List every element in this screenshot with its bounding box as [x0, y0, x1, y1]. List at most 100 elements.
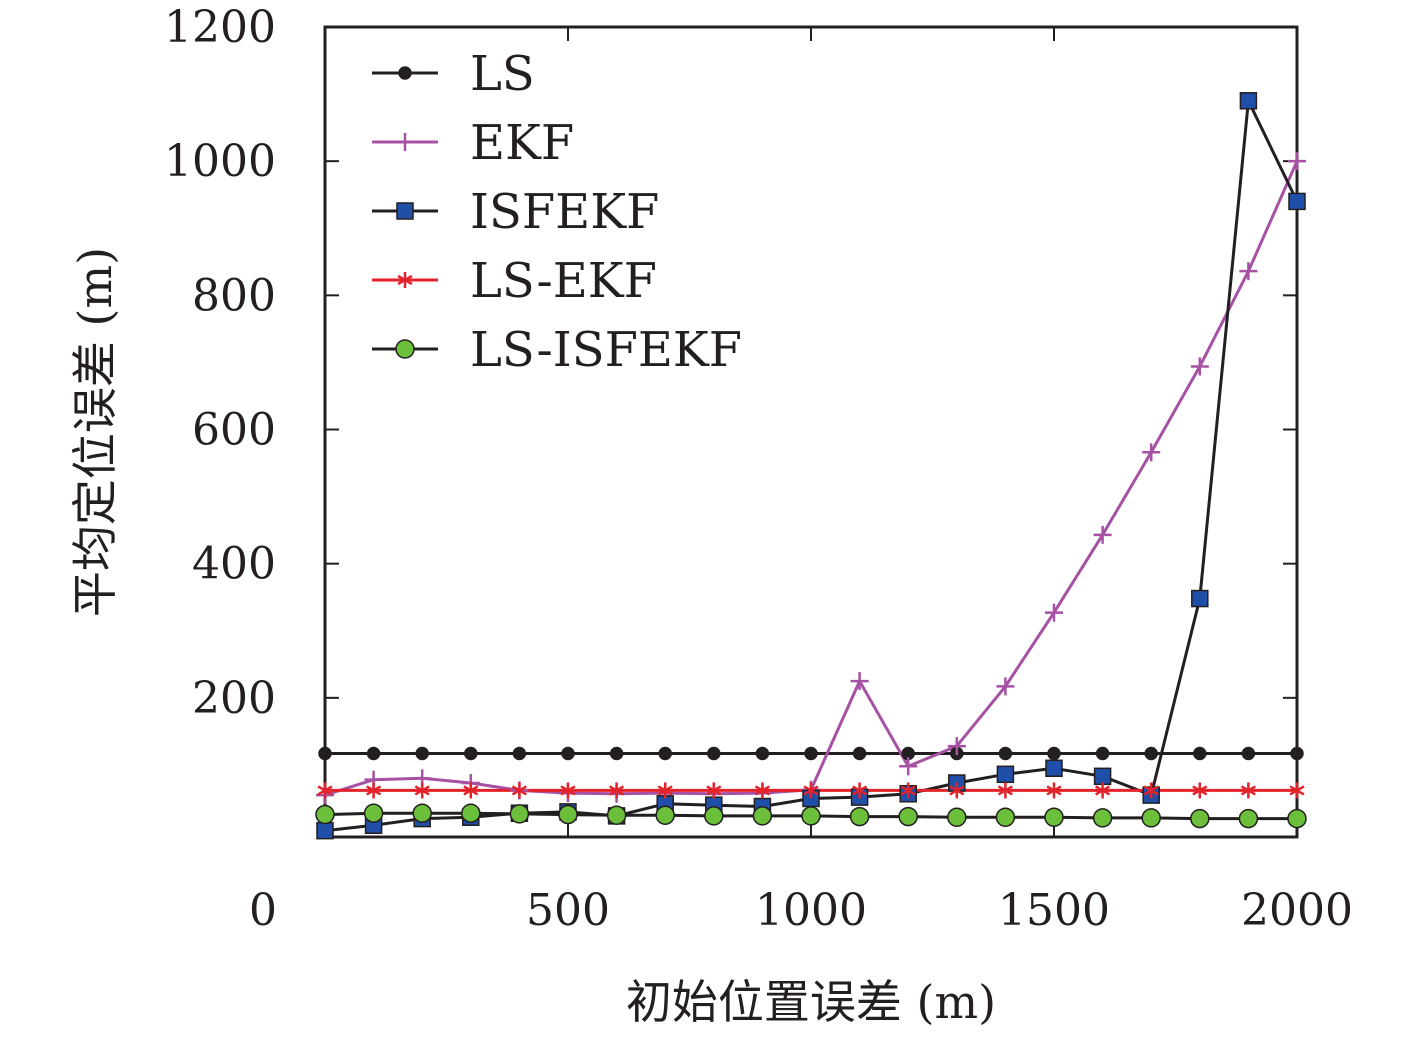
- data-point-isfekf: [316, 821, 334, 840]
- y-tick-label: 400: [192, 539, 276, 590]
- data-point-ls-ekf-arm: [803, 785, 819, 796]
- data-point-ls-isfekf: [704, 806, 724, 826]
- data-point-ls-ekf: [852, 782, 868, 799]
- data-point-ls-ekf-arm: [1095, 785, 1111, 796]
- data-point-ls: [318, 746, 332, 761]
- data-point-ekf: [1239, 262, 1258, 281]
- y-axis-title: 平均定位误差 (m): [68, 247, 122, 617]
- data-point-ekf: [996, 677, 1015, 696]
- data-point-ls-ekf-arm: [317, 785, 333, 796]
- legend-marker-ls-ekf: [397, 272, 413, 288]
- y-tick-label: 600: [192, 405, 276, 456]
- data-point-ls-ekf-arm: [511, 785, 527, 796]
- data-point-ls: [658, 746, 672, 761]
- data-point-ls: [998, 746, 1013, 761]
- data-point-ls-ekf-arm: [900, 785, 916, 796]
- data-point-ls: [804, 746, 818, 761]
- data-point-ekf: [1045, 603, 1063, 622]
- data-point-ls: [366, 746, 381, 761]
- data-point-ls-ekf-arm: [754, 785, 770, 796]
- x-axis-title: 初始位置误差 (m): [626, 975, 996, 1029]
- x-tick-label: 1000: [755, 885, 867, 936]
- y-tick-label: 800: [192, 270, 276, 321]
- data-point-ls-isfekf: [1190, 808, 1210, 829]
- series-markers: [315, 92, 1307, 840]
- data-point-ls-ekf-arm: [997, 785, 1013, 796]
- data-point-ls: [1144, 746, 1158, 761]
- data-point-isfekf: [1045, 759, 1063, 778]
- data-point-ls-ekf: [754, 782, 770, 799]
- data-point-ls: [1290, 746, 1304, 761]
- data-point-ls-ekf: [803, 782, 819, 799]
- data-point-ls-isfekf: [558, 804, 578, 825]
- data-point-ls-isfekf: [898, 806, 918, 827]
- data-point-ls: [609, 746, 624, 761]
- data-point-ls-ekf-arm: [1192, 785, 1208, 796]
- data-point-ls-ekf: [997, 782, 1013, 799]
- data-point-ls-ekf-arm: [414, 785, 430, 796]
- legend-label-ls: LS: [470, 46, 535, 102]
- data-point-ls-ekf: [1095, 782, 1111, 799]
- data-point-ekf: [1190, 357, 1209, 376]
- x-tick-label: 2000: [1241, 885, 1353, 936]
- data-point-ls-isfekf: [1044, 807, 1064, 827]
- data-point-ekf: [1142, 443, 1161, 462]
- axis-ticks: 200 400 600 800 1000 1200 0 500 1000 1500 2000: [164, 2, 1353, 936]
- data-point-ls: [561, 746, 575, 761]
- data-point-ls: [464, 746, 478, 761]
- data-point-ls-ekf: [463, 782, 479, 799]
- legend-marker-isfekf: [396, 202, 414, 220]
- data-point-ls: [1193, 746, 1207, 761]
- y-tick-label: 200: [192, 673, 276, 724]
- data-point-ls: [1095, 746, 1110, 761]
- data-point-ls: [852, 746, 867, 761]
- data-point-ls-ekf-arm: [463, 785, 479, 796]
- data-point-ekf: [947, 737, 966, 756]
- data-point-isfekf: [1239, 92, 1258, 110]
- data-point-ls-isfekf: [752, 806, 773, 826]
- data-point-ls-ekf-arm: [560, 785, 576, 796]
- data-point-ls-ekf: [706, 782, 722, 799]
- legend-label-isfekf: ISFEKF: [470, 184, 659, 240]
- data-point-ls-ekf: [366, 782, 382, 799]
- data-point-ls-ekf-arm: [657, 785, 673, 796]
- data-point-ls-isfekf: [1287, 808, 1307, 829]
- legend-marker-ls-ekf-arm: [397, 274, 413, 286]
- data-point-ls-ekf: [1046, 782, 1062, 799]
- data-point-ls-isfekf: [801, 806, 821, 826]
- data-point-isfekf: [1191, 589, 1209, 608]
- data-point-ls-ekf-arm: [366, 785, 382, 796]
- data-point-ls-ekf: [1240, 782, 1256, 799]
- data-point-ls-isfekf: [947, 807, 967, 827]
- data-point-ls: [707, 746, 721, 761]
- y-tick-label: 1000: [164, 136, 276, 187]
- data-point-ls-isfekf: [315, 804, 335, 825]
- data-point-ls: [1241, 746, 1256, 761]
- data-point-ls: [1047, 746, 1061, 761]
- data-point-ls-ekf-arm: [609, 785, 625, 796]
- data-point-ls-ekf-arm: [949, 785, 965, 796]
- data-point-ls-isfekf: [363, 803, 384, 823]
- data-point-ekf: [850, 672, 869, 691]
- data-point-ls-ekf: [900, 782, 916, 799]
- data-point-ls-ekf: [609, 782, 625, 799]
- data-point-ls-isfekf: [995, 807, 1016, 827]
- data-point-ls-isfekf: [1238, 808, 1259, 829]
- data-point-ls-ekf: [511, 782, 527, 799]
- y-tick-label: 1200: [164, 2, 276, 53]
- data-point-ekf: [1288, 152, 1306, 171]
- data-point-isfekf: [1093, 767, 1112, 786]
- data-point-ls-isfekf: [461, 803, 481, 823]
- data-point-ls-ekf: [1143, 782, 1159, 799]
- data-point-ls-isfekf: [655, 805, 675, 825]
- legend-marker-ekf: [396, 133, 414, 151]
- data-point-isfekf: [1288, 192, 1306, 211]
- data-point-ls-ekf: [657, 782, 673, 799]
- data-point-ls-isfekf: [509, 804, 530, 824]
- data-point-ls-ekf: [317, 782, 333, 799]
- x-tick-label: 0: [249, 885, 277, 936]
- data-point-ls-ekf-arm: [852, 785, 868, 796]
- legend-marker-ls-isfekf: [395, 339, 415, 359]
- data-point-ls-isfekf: [1141, 808, 1161, 828]
